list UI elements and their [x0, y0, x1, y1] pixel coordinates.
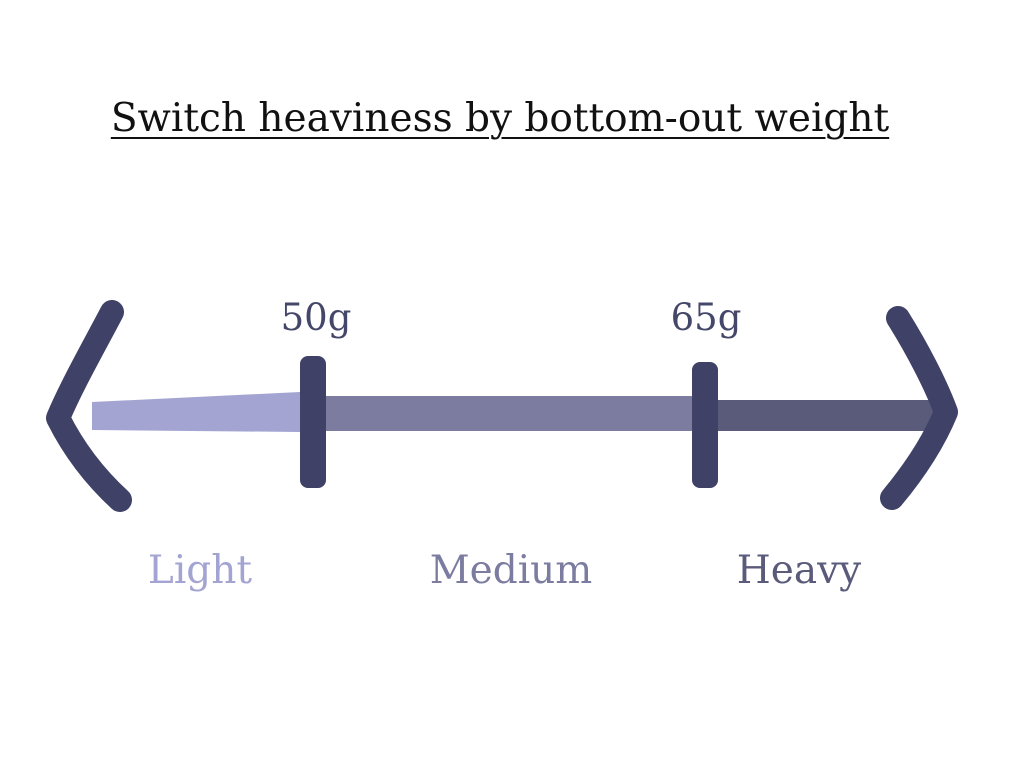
category-label-heavy: Heavy: [736, 548, 862, 593]
threshold-tick-65g: [692, 362, 718, 488]
threshold-label-65g: 65g: [670, 296, 742, 339]
right-arrowhead-icon: [880, 306, 958, 510]
threshold-label-50g: 50g: [280, 296, 352, 339]
threshold-tick-50g: [300, 356, 326, 488]
left-arrowhead-icon: [46, 300, 132, 512]
category-label-light: Light: [147, 548, 253, 593]
segment-medium: [300, 396, 694, 431]
page-title: Switch heaviness by bottom-out weight: [110, 96, 890, 141]
category-label-medium: Medium: [429, 548, 593, 593]
segment-light: [92, 392, 300, 432]
segment-heavy: [694, 400, 944, 431]
